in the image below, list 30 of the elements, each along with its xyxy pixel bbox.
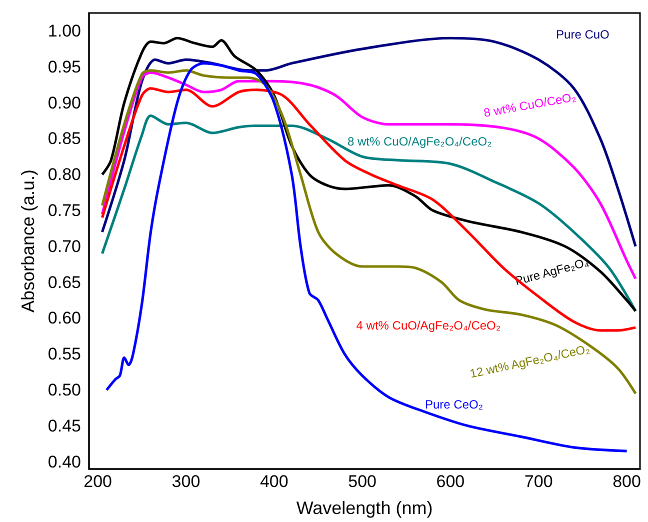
y-tick-label: 0.55 <box>48 344 81 364</box>
x-axis-title: Wavelength (nm) <box>296 498 433 518</box>
y-tick-label: 0.70 <box>48 236 81 256</box>
y-tick-label: 0.95 <box>48 57 81 76</box>
text: Pure CuO <box>556 28 610 42</box>
y-tick-label: 0.40 <box>48 452 81 472</box>
x-tick-label: 800 <box>612 472 641 491</box>
y-tick-label: 0.80 <box>48 165 81 184</box>
y-tick-label: 0.85 <box>48 129 81 148</box>
y-tick-label: 0.60 <box>48 308 81 328</box>
x-tick-label: 500 <box>348 472 376 491</box>
text: 4 wt% CuO/AgFe₂O₄/CeO₂ <box>356 318 501 332</box>
series-label: Pure CeO₂ <box>424 397 484 412</box>
line-series <box>105 62 628 452</box>
y-tick-label: 1.00 <box>48 21 81 40</box>
y-tick-label: 0.65 <box>48 272 81 292</box>
x-tick-label: 300 <box>172 472 200 491</box>
y-tick-label: 0.75 <box>48 200 81 220</box>
line-series <box>100 69 637 395</box>
y-tick-label: 0.90 <box>48 93 81 112</box>
series-label: 8 wt% CuO/AgFe₂O₄/CeO₂ <box>347 134 492 149</box>
y-axis-title: Absorbance (a.u.) <box>18 169 38 313</box>
x-tick-label: 700 <box>524 472 553 491</box>
y-tick-label: 0.50 <box>48 380 81 400</box>
x-tick-label: 400 <box>260 472 288 491</box>
line-series <box>100 87 637 332</box>
x-tick-label: 200 <box>84 472 112 491</box>
x-tick-label: 600 <box>436 472 465 491</box>
y-tick-label: 0.45 <box>48 416 81 436</box>
text: 8 wt% CuO/CeO₂ <box>482 90 578 120</box>
